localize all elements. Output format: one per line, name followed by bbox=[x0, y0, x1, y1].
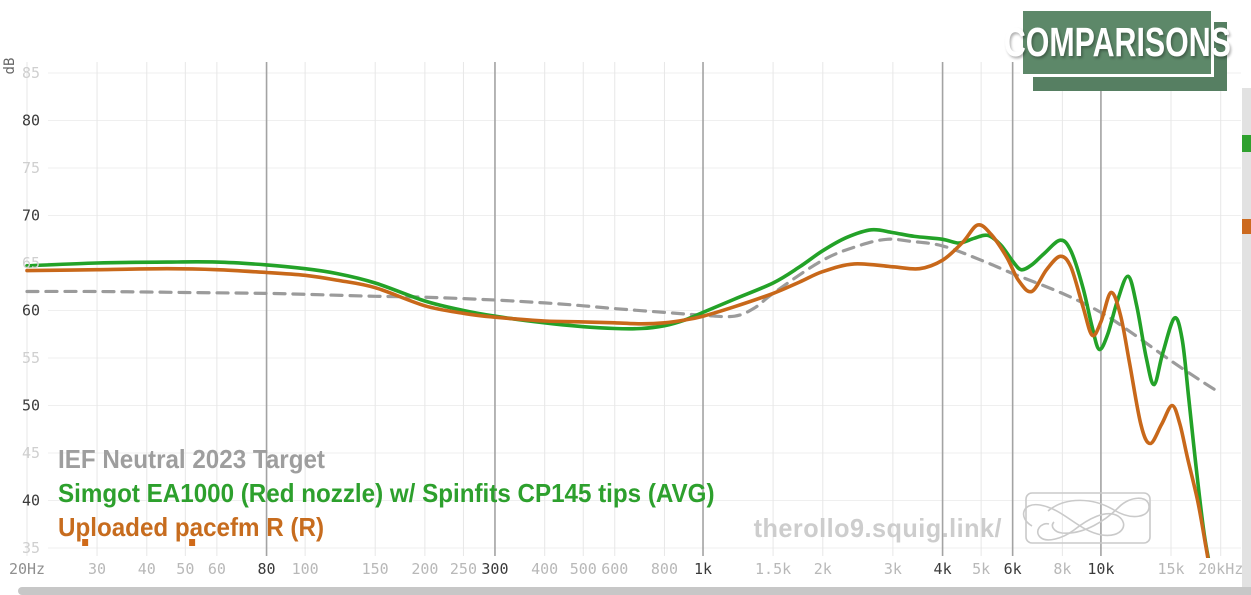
y-tick-label: 55 bbox=[22, 349, 40, 367]
y-tick-label: 75 bbox=[22, 159, 40, 177]
orange-axis-markers bbox=[82, 539, 196, 546]
right-strip-orange-marker bbox=[1242, 219, 1251, 234]
legend: IEF Neutral 2023 Target Simgot EA1000 (Re… bbox=[58, 442, 764, 544]
x-tick-label: 50 bbox=[176, 560, 194, 578]
y-tick-label: 60 bbox=[22, 302, 40, 320]
comparisons-button[interactable]: COMPARISONS bbox=[1004, 8, 1231, 77]
right-edge-strip bbox=[1242, 88, 1251, 595]
comparisons-button-group: COMPARISONS bbox=[1004, 8, 1251, 103]
x-tick-label: 5k bbox=[972, 560, 990, 578]
x-tick-label: 400 bbox=[531, 560, 558, 578]
orange-tick-marker bbox=[82, 539, 89, 546]
axis-tick-labels: 85 80 75 70 65 60 55 50 45 40 35 20Hz 30 40 50 60 80 100 1… bbox=[9, 64, 1243, 578]
x-tick-label: 2k bbox=[814, 560, 832, 578]
logo-frame bbox=[1025, 492, 1151, 544]
y-tick-label: 45 bbox=[22, 444, 40, 462]
legend-entry-1[interactable]: Simgot EA1000 (Red nozzle) w/ Spinfits C… bbox=[58, 478, 715, 508]
x-tick-label: 800 bbox=[651, 560, 678, 578]
x-tick-label: 1.5k bbox=[755, 560, 791, 578]
x-tick-label: 15k bbox=[1157, 560, 1184, 578]
x-tick-label: 20kHz bbox=[1198, 560, 1243, 578]
bottom-edge-bar bbox=[18, 587, 1251, 595]
y-tick-label: 40 bbox=[22, 492, 40, 510]
comparisons-button-label: COMPARISONS bbox=[1003, 19, 1231, 65]
x-tick-label: 10k bbox=[1087, 560, 1114, 578]
y-tick-label: 65 bbox=[22, 254, 40, 272]
y-tick-label: 70 bbox=[22, 207, 40, 225]
x-tick-label: 6k bbox=[1004, 560, 1022, 578]
x-tick-label: 60 bbox=[208, 560, 226, 578]
x-tick-label: 100 bbox=[292, 560, 319, 578]
x-tick-label: 3k bbox=[884, 560, 902, 578]
x-tick-label: 20Hz bbox=[9, 560, 45, 578]
right-strip-green-marker bbox=[1242, 135, 1251, 152]
y-tick-label: 35 bbox=[22, 539, 40, 557]
logo-flourish-right bbox=[1047, 497, 1150, 534]
x-tick-label: 40 bbox=[138, 560, 156, 578]
y-tick-label: 50 bbox=[22, 397, 40, 415]
logo-flourish-left bbox=[1022, 503, 1125, 541]
y-tick-label: 85 bbox=[22, 64, 40, 82]
x-tick-label: 250 bbox=[450, 560, 477, 578]
y-axis-title: dB bbox=[2, 57, 18, 75]
x-tick-label: 600 bbox=[601, 560, 628, 578]
x-tick-label: 4k bbox=[934, 560, 952, 578]
x-tick-label: 30 bbox=[88, 560, 106, 578]
x-tick-label: 80 bbox=[258, 560, 276, 578]
ea1000-curve[interactable] bbox=[25, 227, 1211, 567]
x-tick-label: 200 bbox=[411, 560, 438, 578]
x-tick-label: 8k bbox=[1053, 560, 1071, 578]
watermark-link-text: therollo9.squig.link/ bbox=[753, 513, 1002, 543]
x-tick-label: 500 bbox=[570, 560, 597, 578]
orange-tick-marker bbox=[189, 539, 196, 546]
pacefm-curve[interactable] bbox=[25, 223, 1211, 577]
target-curve[interactable] bbox=[25, 237, 1221, 394]
legend-entry-0[interactable]: IEF Neutral 2023 Target bbox=[58, 444, 325, 474]
x-tick-label: 150 bbox=[362, 560, 389, 578]
y-tick-label: 80 bbox=[22, 112, 40, 130]
legend-entry-2[interactable]: Uploaded pacefm R (R) bbox=[58, 512, 325, 542]
x-tick-label: 1k bbox=[694, 560, 712, 578]
squig-flourish-logo bbox=[1022, 492, 1151, 544]
x-tick-label: 300 bbox=[481, 560, 508, 578]
